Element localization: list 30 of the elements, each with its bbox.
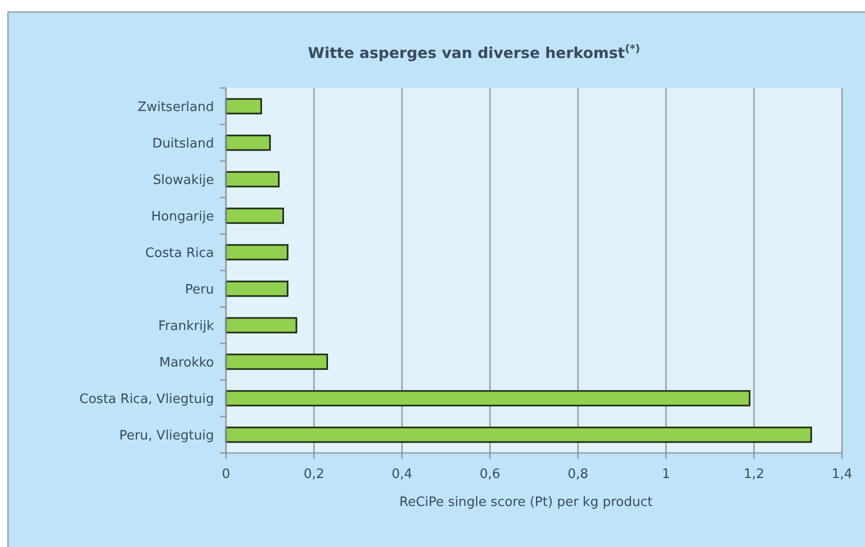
y-tick-label: Peru bbox=[185, 282, 214, 298]
x-tick-label: 1 bbox=[662, 467, 670, 482]
bar bbox=[225, 390, 750, 406]
x-tick-label: 1,2 bbox=[744, 467, 764, 482]
bar bbox=[225, 280, 288, 297]
x-tick-label: 1,4 bbox=[832, 467, 852, 482]
y-tick-label: Slowakije bbox=[152, 172, 214, 188]
y-tick-label: Frankrijk bbox=[158, 318, 214, 334]
chart-title: Witte asperges van diverse herkomst$^{(*)}$ bbox=[308, 43, 640, 62]
bar bbox=[225, 354, 328, 370]
y-tick-label: Marokko bbox=[159, 355, 214, 370]
y-tick-label: Costa Rica, Vliegtuig bbox=[79, 392, 214, 407]
y-tick-label: Hongarije bbox=[151, 209, 214, 224]
x-tick-label: 0,6 bbox=[480, 467, 500, 482]
x-tick-label: 0,4 bbox=[392, 467, 412, 482]
bar bbox=[225, 98, 262, 114]
y-tick-label: Peru, Vliegtuig bbox=[119, 428, 214, 444]
bar bbox=[225, 244, 288, 260]
bar bbox=[225, 317, 298, 334]
bar bbox=[225, 134, 271, 151]
y-tick-label: Zwitserland bbox=[138, 100, 214, 115]
y-tick-label: Costa Rica bbox=[145, 246, 214, 261]
x-axis-title: ReCiPe single score (Pt) per kg product bbox=[399, 495, 653, 510]
bar bbox=[225, 426, 812, 443]
x-tick-label: 0,8 bbox=[568, 467, 588, 482]
x-tick-label: 0 bbox=[222, 467, 230, 482]
y-tick-label: Duitsland bbox=[152, 136, 214, 152]
bar bbox=[225, 171, 280, 188]
bar bbox=[225, 208, 284, 224]
x-tick-label: 0,2 bbox=[304, 467, 324, 482]
